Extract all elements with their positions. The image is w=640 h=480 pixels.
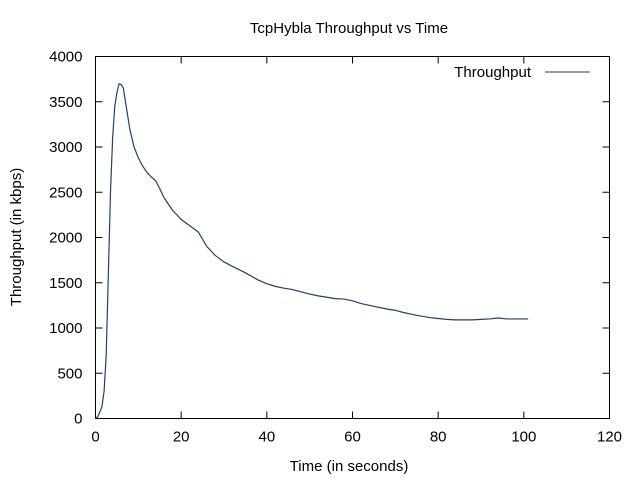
y-tick-label: 0 xyxy=(74,411,82,428)
x-axis-label: Time (in seconds) xyxy=(290,458,409,475)
y-tick-label: 3500 xyxy=(49,94,82,111)
series-line-throughput xyxy=(95,82,529,419)
x-tick-label: 40 xyxy=(258,429,275,446)
chart-title: TcpHybla Throughput vs Time xyxy=(250,20,448,37)
y-axis-label: Throughput (in kbps) xyxy=(8,168,25,306)
x-tick-label: 120 xyxy=(597,429,622,446)
legend-label-throughput: Throughput xyxy=(454,64,532,81)
y-tick-label: 2500 xyxy=(49,184,82,201)
x-tick-label: 0 xyxy=(91,429,99,446)
x-tick-label: 60 xyxy=(344,429,361,446)
y-tick-label: 4000 xyxy=(49,49,82,66)
x-axis: 0 20 40 60 80 100 120 xyxy=(91,56,622,446)
x-tick-label: 80 xyxy=(430,429,447,446)
x-tick-label: 20 xyxy=(173,429,190,446)
y-tick-label: 500 xyxy=(57,365,82,382)
y-tick-label: 1500 xyxy=(49,275,82,292)
legend: Throughput xyxy=(454,64,590,81)
y-tick-label: 2000 xyxy=(49,230,82,247)
y-tick-label: 1000 xyxy=(49,320,82,337)
y-tick-label: 3000 xyxy=(49,139,82,156)
y-axis: 0 500 1000 1500 2000 2500 3000 3500 4000 xyxy=(49,49,610,428)
plot-frame xyxy=(95,56,610,419)
x-tick-label: 100 xyxy=(511,429,536,446)
